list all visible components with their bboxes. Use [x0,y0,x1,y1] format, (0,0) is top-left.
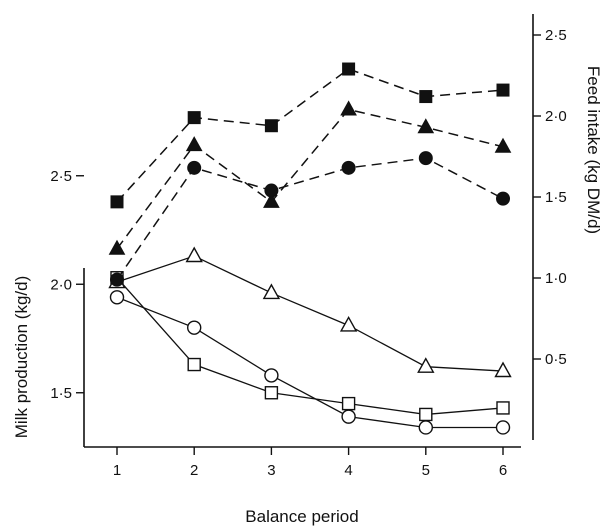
data-point [109,290,125,305]
series-line [116,157,504,281]
data-point [495,420,511,435]
plot-series [108,62,512,435]
series-open-square [110,271,510,422]
data-point [264,119,278,133]
x-axis: 1 2 3 4 5 6 Balance period [84,446,521,526]
right-y-ticks: 0·5 1·0 1·5 2·0 2·5 [533,27,567,368]
data-point [185,136,203,152]
series-line [116,277,504,416]
right-y-tick-label: 2·5 [545,27,567,44]
data-point [110,272,124,287]
data-point [187,357,201,372]
data-point [417,357,435,373]
left-y-tick-label: 1·5 [50,385,72,402]
x-tick-label: 3 [267,462,275,479]
data-point [187,160,202,175]
x-tick-label: 2 [190,462,198,479]
data-point [418,151,433,166]
series-line [116,255,504,372]
data-point [417,118,435,134]
series-filled-circle [110,151,510,287]
data-point [108,239,126,255]
data-point [341,396,356,411]
left-y-tick-label: 2·0 [50,276,72,293]
data-point [496,191,510,206]
series-open-circle [109,290,511,435]
right-y-axis: 0·5 1·0 1·5 2·0 2·5 Feed intake (kg DM/d) [532,14,603,440]
series-open-triangle [108,246,512,378]
left-y-tick-label: 2·5 [50,168,72,185]
x-tick-label: 5 [422,462,430,479]
data-point [496,401,510,415]
data-point [418,420,433,435]
data-point [342,62,356,76]
x-axis-label: Balance period [245,507,358,526]
data-point [494,361,512,378]
data-point [340,100,357,116]
x-tick-label: 1 [113,462,121,479]
data-point [187,111,201,125]
right-y-tick-label: 1·5 [545,189,567,206]
data-point [262,283,281,300]
series-filled-square [110,62,510,209]
data-point [110,195,124,209]
data-point [185,246,203,263]
data-point [419,407,433,422]
left-y-axis-label: Milk production (kg/d) [12,276,31,439]
right-y-tick-label: 1·0 [545,270,567,287]
data-point [264,386,279,400]
data-point [496,83,510,97]
data-point [339,315,358,332]
data-point [264,183,279,198]
data-point [341,160,356,175]
x-ticks: 1 2 3 4 5 6 [113,447,507,479]
x-tick-label: 4 [344,462,352,479]
data-point [341,409,356,424]
data-point [186,320,202,335]
left-y-axis: 1·5 2·0 2·5 Milk production (kg/d) [12,168,85,447]
right-y-tick-label: 0·5 [545,351,567,368]
data-point [419,90,433,104]
series-line [116,108,504,250]
data-point [264,368,279,383]
series-line [116,296,503,429]
right-y-axis-label: Feed intake (kg DM/d) [584,66,603,234]
x-tick-label: 6 [499,462,507,479]
data-point [494,137,512,153]
right-y-tick-label: 2·0 [545,108,567,125]
series-line [116,68,504,203]
data-point [263,192,280,208]
series-filled-triangle [108,100,512,255]
left-y-ticks: 1·5 2·0 2·5 [50,168,84,402]
